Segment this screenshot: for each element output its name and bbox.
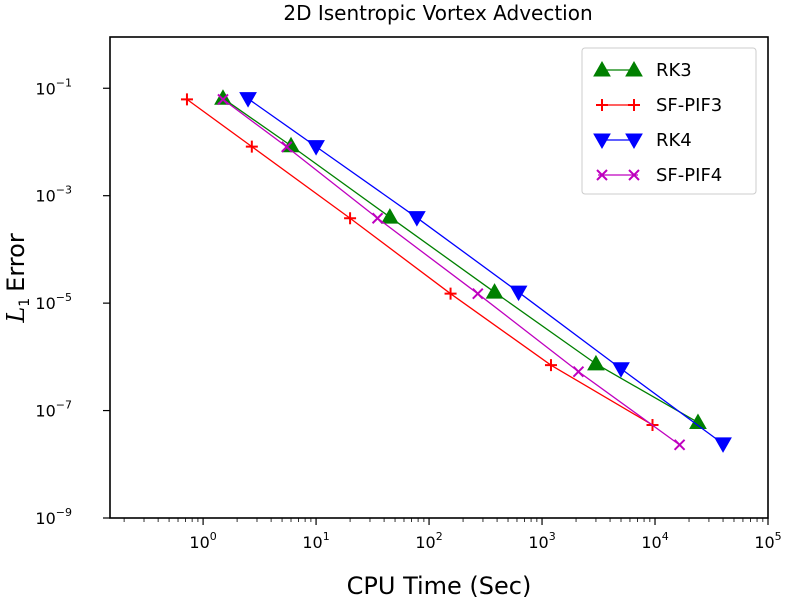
plot-frame xyxy=(109,36,769,519)
data-point-sf-pif3 xyxy=(180,93,193,106)
y-tick-label-exponent: −1 xyxy=(56,76,72,89)
series-line-sf-pif4 xyxy=(222,98,680,446)
data-point-rk4 xyxy=(509,285,528,302)
legend-marker-sf-pif3 xyxy=(628,99,640,111)
series-line-rk4 xyxy=(247,98,724,445)
data-point-rk3 xyxy=(587,354,605,371)
series-line-sf-pif3 xyxy=(186,98,653,426)
legend-box xyxy=(581,47,757,195)
legend-item-rk4: RK4 xyxy=(593,130,692,151)
data-point-rk3 xyxy=(689,413,707,429)
x-tick-label-base: 10 xyxy=(641,533,661,552)
data-point-sf-pif4 xyxy=(572,365,585,378)
data-point-sf-pif4 xyxy=(281,141,293,153)
x-tick-label: 100 xyxy=(189,530,216,552)
legend-label-rk3: RK3 xyxy=(656,60,692,81)
legend-label-sf-pif3: SF-PIF3 xyxy=(656,95,722,116)
legend: RK3 SF-PIF3 RK4 SF-PIF4 xyxy=(581,47,757,195)
legend-item-sf-pif3: SF-PIF3 xyxy=(596,95,722,116)
data-point-rk4 xyxy=(307,140,325,156)
y-axis-label: L1 Error xyxy=(2,233,33,323)
legend-label-sf-pif4: SF-PIF4 xyxy=(656,165,722,186)
data-point-sf-pif4 xyxy=(217,93,229,106)
x-tick-label: 104 xyxy=(641,530,668,552)
x-tick-label-exponent: 0 xyxy=(210,530,217,543)
y-tick-label-exponent: −5 xyxy=(56,291,72,304)
x-tick-label-exponent: 4 xyxy=(662,530,669,543)
x-tick-label-base: 10 xyxy=(415,533,435,552)
y-tick-label-exponent: −9 xyxy=(56,506,72,519)
x-tick-label: 105 xyxy=(754,530,781,552)
x-tick-label-base: 10 xyxy=(528,533,548,552)
legend-marker-sf-pif4 xyxy=(628,169,640,181)
y-axis-label-word: Error xyxy=(2,233,30,292)
y-tick-label-base: 10 xyxy=(35,509,55,528)
series-sf-pif4 xyxy=(217,93,686,451)
legend-marker-rk3 xyxy=(593,60,611,77)
series-rk3 xyxy=(214,89,707,429)
x-tick-label-exponent: 5 xyxy=(775,530,782,543)
y-tick-label: 10−1 xyxy=(35,76,72,98)
x-axis-label: CPU Time (Sec) xyxy=(347,572,532,600)
data-point-rk4 xyxy=(407,211,426,227)
x-tick-label-base: 10 xyxy=(754,533,774,552)
legend-label-rk4: RK4 xyxy=(656,130,692,151)
x-tick-label-exponent: 3 xyxy=(549,530,556,543)
y-tick-label-exponent: −3 xyxy=(56,184,72,197)
y-axis-label-subscript: 1 xyxy=(17,298,33,307)
data-point-sf-pif3 xyxy=(444,287,457,300)
data-point-rk4 xyxy=(239,92,257,108)
data-point-rk4 xyxy=(612,362,630,378)
x-tick-label-exponent: 2 xyxy=(436,530,443,543)
x-tick-label: 102 xyxy=(415,530,442,552)
y-tick-label-base: 10 xyxy=(35,79,55,98)
y-tick-label-base: 10 xyxy=(35,402,55,421)
data-point-rk3 xyxy=(485,283,504,299)
y-tick-label: 10−3 xyxy=(35,184,72,206)
x-tick-label-exponent: 1 xyxy=(323,530,330,543)
data-point-sf-pif4 xyxy=(472,287,484,300)
legend-marker-rk4 xyxy=(593,133,611,150)
y-tick-label: 10−7 xyxy=(35,399,72,421)
y-tick-label: 10−9 xyxy=(35,506,72,528)
x-tick-label: 103 xyxy=(528,530,555,552)
data-point-rk3 xyxy=(214,89,232,105)
y-tick-label-exponent: −7 xyxy=(56,399,72,412)
y-tick-label-base: 10 xyxy=(35,294,55,313)
legend-marker-sf-pif4 xyxy=(596,169,608,181)
data-point-sf-pif4 xyxy=(371,212,384,224)
legend-item-sf-pif4: SF-PIF4 xyxy=(596,165,722,186)
data-point-sf-pif4 xyxy=(673,439,686,451)
legend-marker-sf-pif3 xyxy=(596,99,608,111)
data-point-sf-pif3 xyxy=(544,359,557,372)
data-point-sf-pif3 xyxy=(344,212,357,225)
y-tick-label: 10−5 xyxy=(35,291,72,313)
data-point-sf-pif3 xyxy=(245,140,258,153)
series-rk4 xyxy=(239,92,732,453)
data-point-rk4 xyxy=(714,437,732,453)
x-tick-label-base: 10 xyxy=(189,533,209,552)
series-layer xyxy=(180,89,732,453)
y-tick-label-base: 10 xyxy=(35,187,55,206)
legend-marker-rk3 xyxy=(625,60,643,77)
chart-title: 2D Isentropic Vortex Advection xyxy=(283,1,592,25)
x-tick-label: 101 xyxy=(302,530,329,552)
legend-item-rk3: RK3 xyxy=(593,60,692,81)
series-line-rk3 xyxy=(222,97,699,424)
y-axis-label-symbol: L xyxy=(2,307,30,324)
data-point-rk3 xyxy=(381,208,399,224)
series-sf-pif3 xyxy=(180,93,659,431)
legend-marker-rk4 xyxy=(625,133,643,150)
x-tick-label-base: 10 xyxy=(302,533,322,552)
